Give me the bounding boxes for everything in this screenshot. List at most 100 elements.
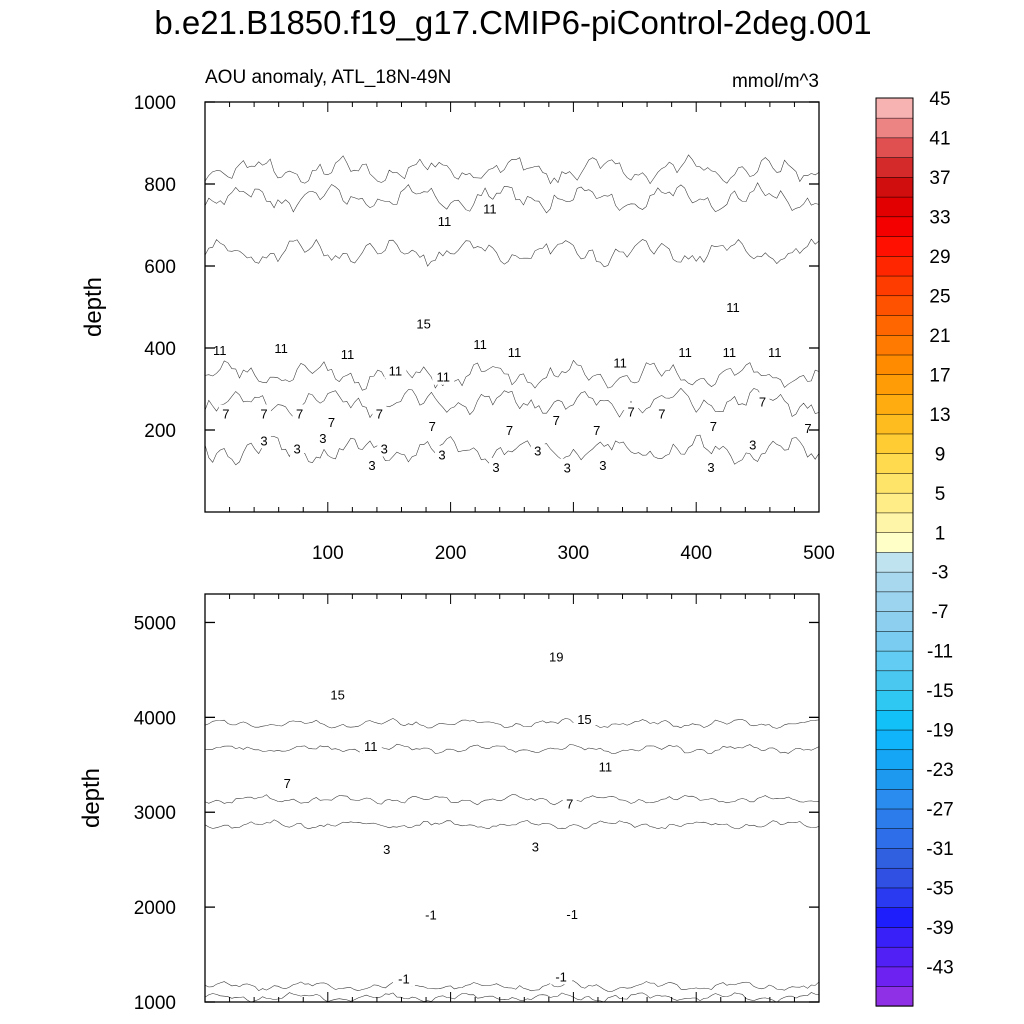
contour-label: 11	[674, 343, 697, 361]
colorbar-swatch	[875, 768, 914, 790]
contour-label: 3	[377, 439, 392, 457]
contour-label: 11	[359, 736, 382, 754]
upper-plot-frame	[204, 101, 820, 513]
contour-label-text: 11	[768, 345, 782, 360]
y-tick-label: 5000	[134, 613, 176, 634]
contour-label: 3	[703, 457, 718, 475]
contour-line	[205, 743, 819, 754]
colorbar-label: 9	[935, 444, 946, 465]
contour-line	[205, 992, 819, 1002]
contour-label-box	[359, 736, 382, 754]
contour-label-text: 3	[260, 433, 267, 448]
colorbar-label: -39	[926, 918, 953, 939]
contour-label-text: 11	[723, 345, 737, 360]
contour-line	[205, 718, 819, 729]
contour-label: 3	[365, 455, 380, 473]
colorbar-swatch	[875, 907, 914, 928]
colorbar-swatch	[875, 749, 914, 770]
contour-label-text: 11	[726, 300, 740, 315]
contour-label-text: 15	[330, 688, 344, 703]
colorbar-swatch	[875, 847, 914, 869]
colorbar-label: -11	[927, 642, 953, 663]
colorbar-swatch	[875, 788, 914, 810]
contour-label-box	[433, 211, 456, 229]
y-tick-label: 600	[144, 257, 176, 278]
colorbar-swatch	[875, 808, 914, 829]
colorbar-swatch	[875, 986, 914, 1007]
y-tick-label: 800	[144, 175, 176, 196]
colorbar-swatch	[875, 354, 914, 375]
contour-line	[205, 387, 819, 419]
colorbar-label: -27	[926, 800, 953, 821]
contour-label-box	[550, 967, 573, 985]
colorbar-swatch	[875, 295, 914, 316]
colorbar-swatch	[875, 314, 914, 336]
colorbar-swatch	[875, 413, 914, 435]
contour-label-box	[336, 345, 359, 363]
contour-line	[205, 819, 819, 830]
contour-label-text: -1	[425, 908, 437, 923]
colorbar-swatch	[875, 453, 914, 474]
contour-line	[205, 980, 819, 992]
y-tick-label: 200	[144, 421, 176, 442]
colorbar-label: -19	[926, 721, 953, 742]
contour-label: 15	[326, 685, 349, 703]
colorbar-swatch	[875, 97, 914, 119]
contour-label: 3	[315, 429, 330, 447]
contour-label-text: 7	[553, 413, 560, 428]
contour-line	[205, 154, 819, 185]
colorbar-label: -43	[926, 958, 953, 979]
contour-line	[205, 182, 819, 214]
contour-label-box	[561, 904, 584, 922]
y-tick-label: 400	[144, 339, 176, 360]
contour-label: 7	[800, 418, 815, 436]
contour-label-text: 11	[438, 214, 452, 229]
contour-label: 3	[528, 837, 543, 855]
colorbar-label: -31	[926, 839, 953, 860]
contour-label-box	[412, 314, 435, 332]
colorbar-swatch	[875, 709, 914, 731]
contour-label-text: 3	[319, 431, 326, 446]
contour-label: 11	[208, 341, 231, 359]
contour-label-text: 7	[804, 421, 811, 436]
contour-label-box	[609, 353, 632, 371]
contour-label: 19	[545, 647, 568, 665]
colorbar-swatch	[875, 196, 914, 218]
contour-label: 3	[595, 455, 610, 473]
contour-label-box	[745, 435, 760, 453]
contour-label-text: 11	[436, 370, 450, 385]
x-tick-label: 500	[803, 543, 835, 564]
contour-label-box	[703, 457, 718, 475]
x-tick-label: 100	[312, 543, 344, 564]
lower-axes: 1000 2000 3000 4000 5000	[134, 594, 820, 1014]
contour-label: 7	[218, 404, 233, 422]
colorbar-swatch	[875, 216, 914, 237]
y-tick-label: 1000	[134, 993, 176, 1014]
contour-label-text: 7	[376, 407, 383, 422]
contour-label-box	[425, 416, 440, 434]
colorbar: 45 41 37 33 29 25 21 17 13 9 5 1 -3 -7 -11 -15 -19 -23 -27…	[875, 89, 954, 1007]
contour-label-box	[595, 455, 610, 473]
colorbar-frame	[875, 97, 914, 1007]
colorbar-swatch	[875, 512, 914, 533]
contour-label-box	[562, 794, 577, 812]
contour-line	[205, 238, 819, 268]
contour-label: 11	[763, 343, 786, 361]
contour-label: 7	[562, 794, 577, 812]
contour-label: 11	[433, 211, 456, 229]
contour-label: 15	[573, 710, 596, 728]
contour-label-text: 7	[658, 407, 665, 422]
chart-subtitle: AOU anomaly, ATL_18N-49N	[205, 67, 451, 88]
contour-label-box	[379, 840, 394, 858]
contour-label-text: 11	[473, 337, 487, 352]
contour-label-box	[469, 334, 492, 352]
contour-label-box	[290, 439, 305, 457]
contour-label: 11	[503, 343, 526, 361]
contour-label-text: 7	[429, 419, 436, 434]
contour-label-box	[530, 441, 545, 459]
contour-label-box	[503, 343, 526, 361]
contour-label-text: 3	[381, 441, 388, 456]
lower-y-axis-label: depth	[78, 768, 105, 828]
